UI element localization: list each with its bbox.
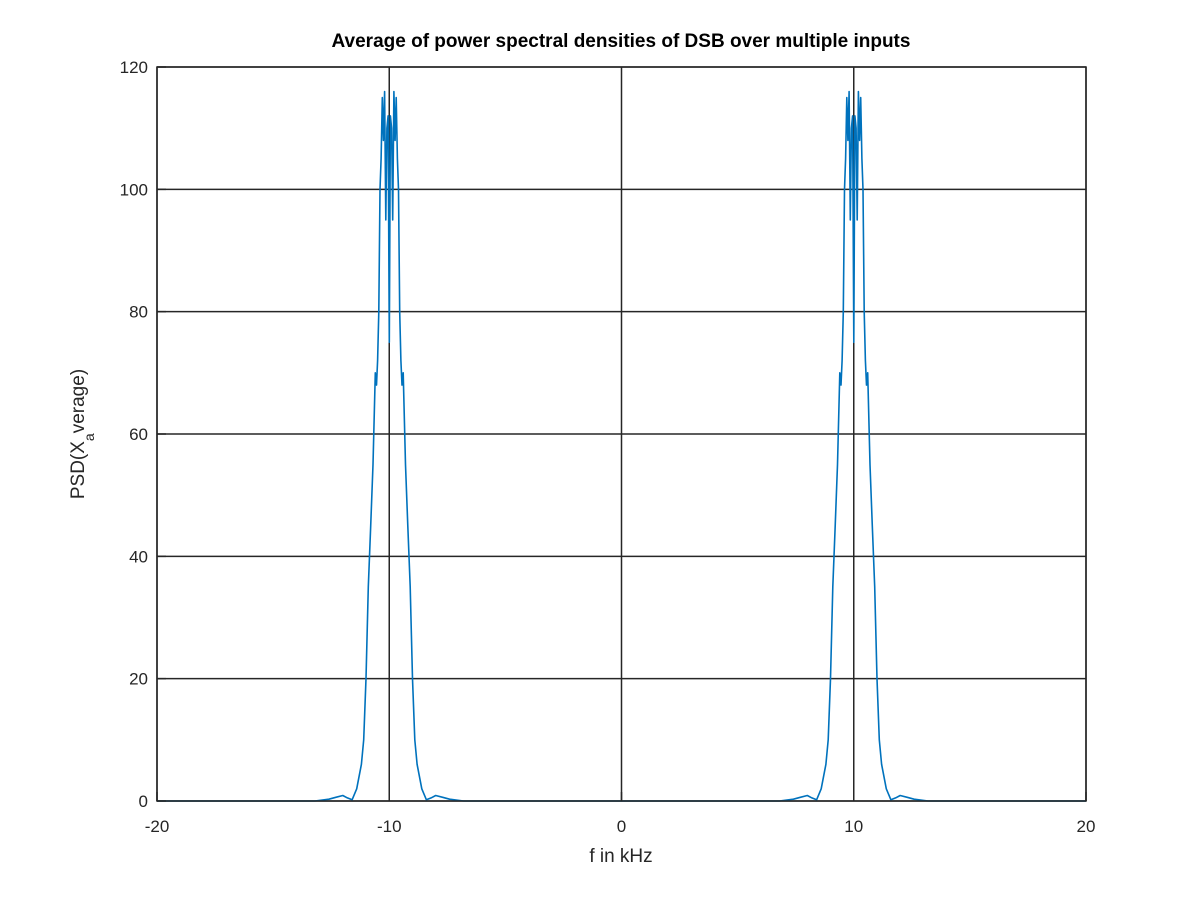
y-tick-label-1: 20: [129, 670, 148, 689]
x-tick-label-2: 0: [617, 817, 626, 836]
x-tick-label-3: 10: [844, 817, 863, 836]
x-tick-label-1: -10: [377, 817, 402, 836]
y-axis-label-suffix: verage): [68, 369, 89, 433]
y-tick-label-0: 0: [139, 792, 148, 811]
y-axis-label: PSD(Xaverage): [68, 369, 97, 499]
y-axis-label-group: PSD(Xaverage): [68, 369, 97, 499]
y-tick-label-2: 40: [129, 547, 148, 566]
x-tick-label-4: 20: [1077, 817, 1096, 836]
plot-area: -20 -10 0 10 20 0 20 40 60 80 100 120: [120, 58, 1096, 836]
x-axis-label: f in kHz: [589, 846, 652, 867]
y-tick-label-5: 100: [120, 180, 148, 199]
y-axis-label-prefix: PSD(X: [68, 441, 89, 499]
chart-title: Average of power spectral densities of D…: [332, 31, 911, 52]
y-axis-label-subscript: a: [81, 433, 97, 441]
y-tick-label-6: 120: [120, 58, 148, 77]
y-tick-label-4: 80: [129, 303, 148, 322]
x-tick-label-0: -20: [145, 817, 170, 836]
y-tick-label-3: 60: [129, 425, 148, 444]
